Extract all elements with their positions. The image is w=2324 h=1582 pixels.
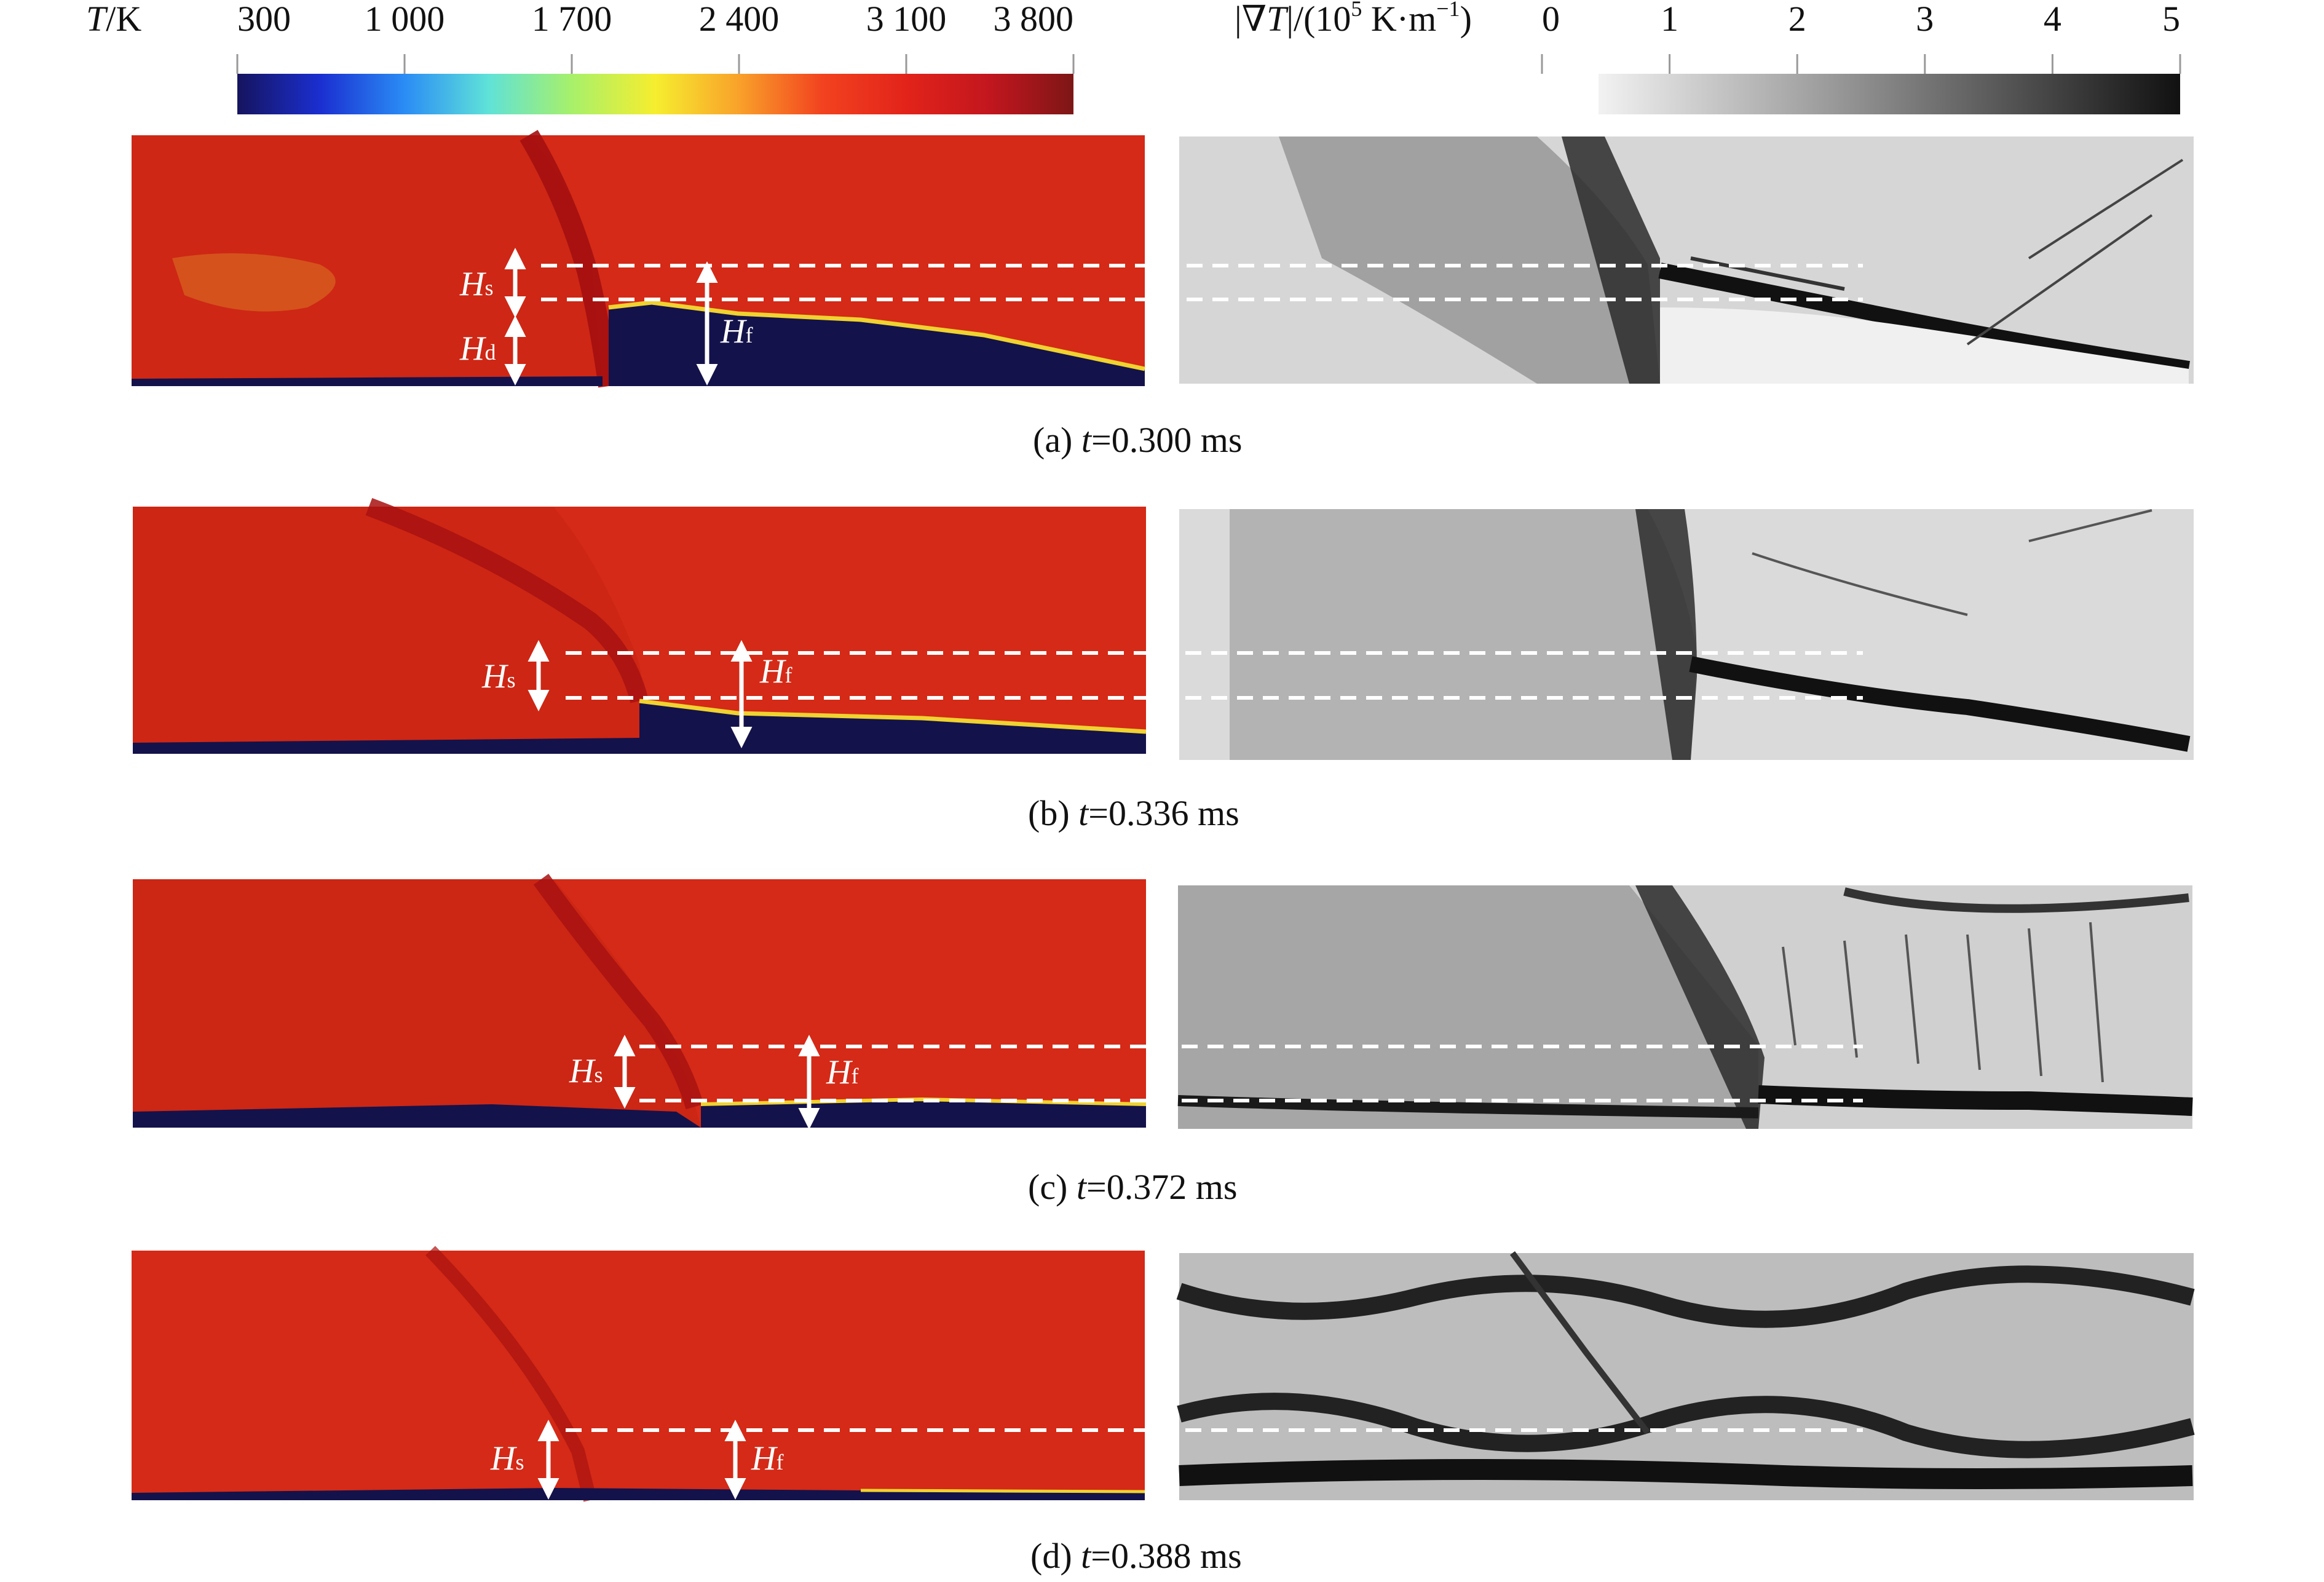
temperature-colorbar-label: T/K xyxy=(86,0,141,39)
temperature-tick-label: 1 700 xyxy=(532,0,612,39)
panel-b: Hs Hf (b) t=0.336 ms xyxy=(133,497,2194,833)
hf-label: Hf xyxy=(751,1439,783,1477)
caption-a: (a) t=0.300 ms xyxy=(1033,420,1242,460)
caption-c: (c) t=0.372 ms xyxy=(1028,1167,1237,1207)
gradient-field-b xyxy=(1179,509,2194,760)
caption-d: (d) t=0.388 ms xyxy=(1030,1536,1242,1576)
hf-label: Hf xyxy=(759,652,792,690)
temperature-tick-labels: 300 1 000 1 700 2 400 3 100 3 800 xyxy=(236,0,1075,74)
temperature-field-c xyxy=(133,874,1147,1128)
gradient-colorbar-label: |∇T|/(105 K·m−1) xyxy=(1235,0,1472,39)
temperature-tick-label: 3 100 xyxy=(866,0,947,39)
temperature-field-d xyxy=(132,1246,1145,1502)
hs-label: Hs xyxy=(459,265,493,303)
temperature-tick-label: 3 800 xyxy=(994,0,1074,39)
gradient-field-d xyxy=(1176,1251,2195,1500)
hs-label: Hs xyxy=(490,1439,524,1477)
gradient-gray-scale xyxy=(1599,74,2180,114)
hs-label: Hs xyxy=(569,1052,603,1090)
temperature-tick-label: 2 400 xyxy=(699,0,780,39)
gradient-tick-label: 2 xyxy=(1788,0,1806,39)
gradient-field-c xyxy=(1177,885,2193,1129)
hs-label: Hs xyxy=(481,657,515,695)
temperature-tick-label: 300 xyxy=(237,0,291,39)
gradient-tick-label: 4 xyxy=(2044,0,2061,39)
gradient-tick-label: 1 xyxy=(1661,0,1678,39)
temperature-colorbar: T/K 300 1 000 1 700 2 400 3 100 3 800 xyxy=(86,0,1075,114)
gradient-tick-labels: 0 1 2 3 4 5 xyxy=(1541,0,2181,74)
temperature-field-a xyxy=(132,130,1145,388)
gradient-tick-label: 0 xyxy=(1542,0,1560,39)
hd-label: Hd xyxy=(459,330,496,368)
gradient-field-a xyxy=(1179,136,2194,384)
gradient-tick-label: 5 xyxy=(2162,0,2180,39)
hf-label: Hf xyxy=(720,312,753,350)
gradient-tick-label: 3 xyxy=(1916,0,1934,39)
panel-a: Hs Hd Hf (a) t=0.300 ms xyxy=(132,130,2194,460)
temperature-field-b xyxy=(133,497,1147,754)
panel-c: Hs Hf (c) t=0.372 ms xyxy=(133,874,2193,1207)
temperature-tick-label: 1 000 xyxy=(365,0,445,39)
panel-d: Hs Hf (d) t=0.388 ms xyxy=(132,1246,2195,1576)
caption-b: (b) t=0.336 ms xyxy=(1028,793,1239,833)
gradient-colorbar: |∇T|/(105 K·m−1) 0 1 2 3 4 5 xyxy=(1235,0,2181,114)
hf-label: Hf xyxy=(826,1053,858,1091)
temperature-color-scale xyxy=(237,74,1073,114)
